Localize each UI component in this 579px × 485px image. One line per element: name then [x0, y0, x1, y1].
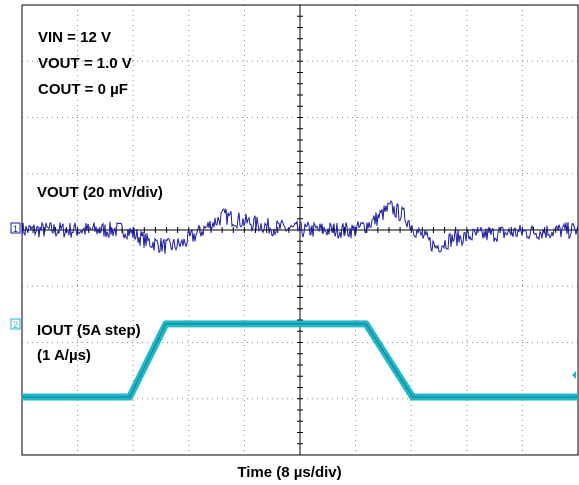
condition-vout: VOUT = 1.0 V — [38, 55, 132, 72]
grid — [21, 4, 579, 456]
trigger-level-arrow-icon — [572, 371, 576, 379]
channel-2-marker-label: 2 — [13, 320, 18, 330]
channel-1-marker: 1 — [10, 222, 21, 234]
channel-2-marker: 2 — [10, 318, 21, 330]
vout-series-label: VOUT (20 mV/div) — [37, 184, 163, 201]
condition-cout: COUT = 0 µF — [38, 81, 128, 98]
x-axis-label: Time (8 µs/div) — [237, 464, 341, 481]
iout-series-label-line1: IOUT (5A step) — [37, 322, 141, 339]
condition-vin: VIN = 12 V — [38, 29, 111, 46]
iout-trace-core — [22, 323, 578, 398]
plot-frame — [21, 4, 579, 456]
channel-1-marker-label: 1 — [13, 224, 18, 234]
vout-trace — [21, 199, 579, 254]
iout-series-label-line2: (1 A/µs) — [37, 347, 91, 364]
